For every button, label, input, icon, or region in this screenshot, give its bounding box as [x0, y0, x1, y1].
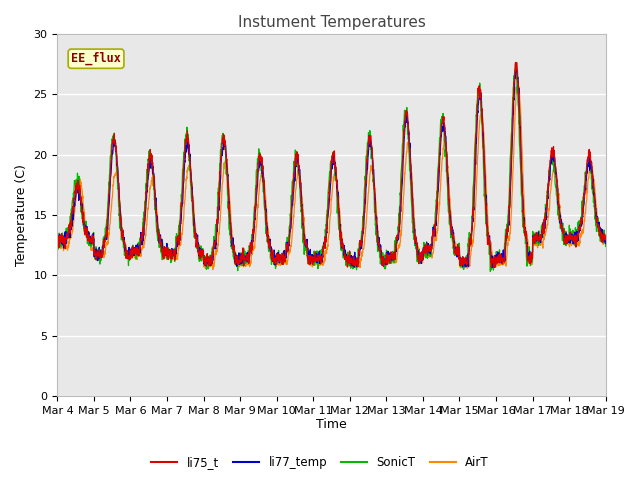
li77_temp: [348, 252, 355, 258]
AirT: [348, 263, 355, 269]
li75_t: [348, 257, 355, 263]
AirT: [491, 263, 499, 269]
li77_temp: [569, 233, 577, 239]
SonicT: [511, 61, 519, 67]
AirT: [554, 181, 561, 187]
li77_temp: [491, 253, 499, 259]
Text: EE_flux: EE_flux: [71, 52, 121, 65]
li75_t: [491, 264, 499, 270]
li75_t: [207, 258, 214, 264]
Line: li75_t: li75_t: [58, 62, 605, 267]
AirT: [54, 244, 61, 250]
li75_t: [554, 195, 561, 201]
SonicT: [54, 244, 61, 250]
SonicT: [207, 263, 214, 269]
AirT: [209, 267, 217, 273]
li75_t: [359, 227, 367, 233]
SonicT: [569, 228, 577, 233]
Legend: li75_t, li77_temp, SonicT, AirT: li75_t, li77_temp, SonicT, AirT: [147, 452, 493, 474]
li75_t: [602, 233, 609, 239]
SonicT: [486, 269, 494, 275]
Line: AirT: AirT: [58, 82, 605, 270]
SonicT: [348, 253, 355, 259]
AirT: [569, 240, 577, 246]
Y-axis label: Temperature (C): Temperature (C): [15, 164, 28, 266]
Line: li77_temp: li77_temp: [58, 64, 605, 268]
li77_temp: [207, 254, 214, 260]
AirT: [602, 239, 609, 244]
li77_temp: [488, 265, 496, 271]
li77_temp: [359, 230, 367, 236]
AirT: [207, 264, 214, 270]
li75_t: [569, 234, 577, 240]
li77_temp: [602, 235, 609, 240]
Line: SonicT: SonicT: [58, 64, 605, 272]
SonicT: [602, 243, 609, 249]
li75_t: [490, 264, 498, 270]
SonicT: [554, 204, 561, 210]
AirT: [360, 246, 367, 252]
AirT: [514, 79, 522, 84]
li77_temp: [512, 61, 520, 67]
Title: Instument Temperatures: Instument Temperatures: [237, 15, 426, 30]
SonicT: [491, 264, 499, 270]
li77_temp: [54, 240, 61, 246]
SonicT: [359, 220, 367, 226]
li75_t: [512, 60, 520, 65]
li77_temp: [554, 185, 561, 191]
X-axis label: Time: Time: [316, 419, 347, 432]
li75_t: [54, 240, 61, 246]
